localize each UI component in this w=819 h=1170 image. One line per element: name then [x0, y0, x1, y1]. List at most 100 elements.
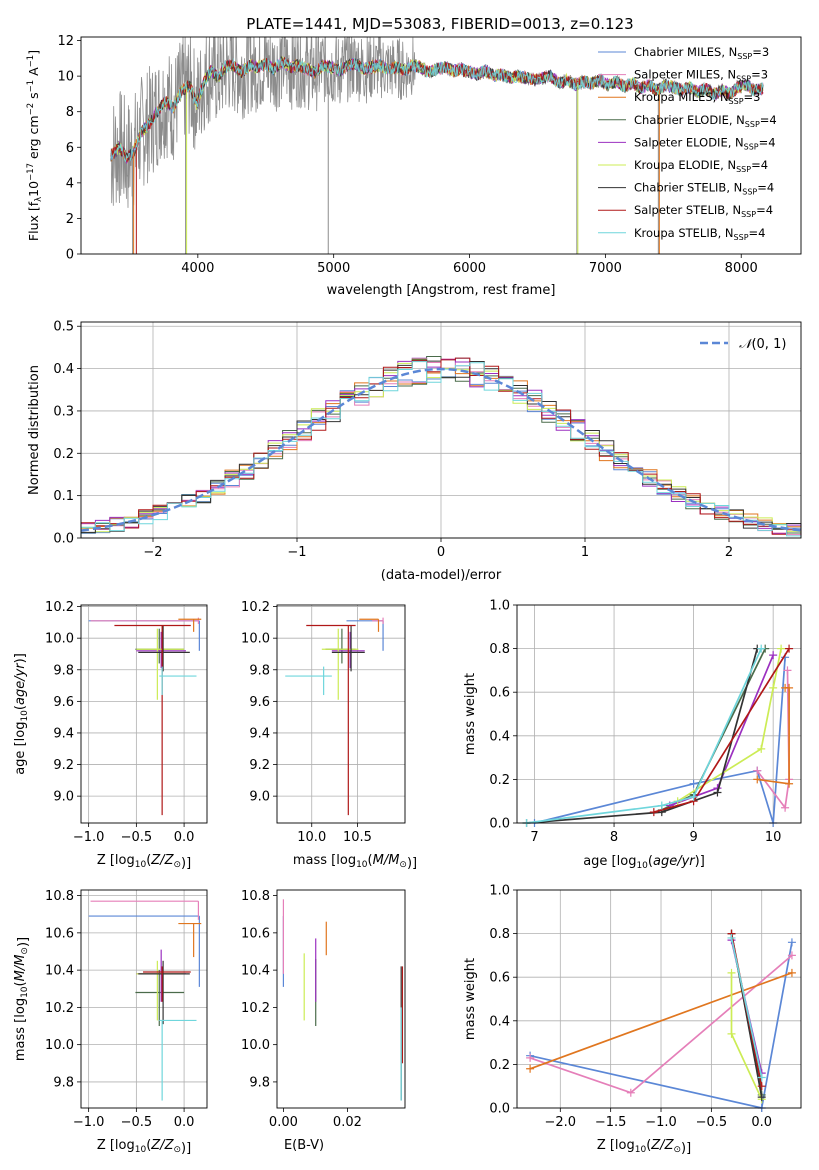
- y-tick-label: 9.0: [249, 790, 270, 805]
- weight-marker-salpeter_stelib: [757, 1082, 766, 1091]
- y-tick-label: 2: [66, 212, 74, 227]
- y-tick-label: 0.1: [53, 489, 74, 504]
- weight-line-kroupa_stelib: [526, 648, 762, 824]
- x-tick-label: 0.02: [333, 1115, 362, 1130]
- legend-label-chabrier_stelib: Chabrier STELIB, NSSP=4: [634, 181, 774, 197]
- y-tick-label: 0.0: [53, 532, 74, 547]
- y-tick-label: 9.8: [249, 663, 270, 678]
- y-tick-label: 6: [66, 141, 74, 156]
- x-tick-label: 0.00: [269, 1115, 298, 1130]
- y-tick-label: 9.8: [249, 1075, 270, 1090]
- x-tick-label: −1.0: [645, 1115, 677, 1130]
- y-tick-label: 0.0: [489, 817, 510, 832]
- weight-marker-salpeter_stelib: [785, 644, 794, 653]
- legend-label-chabrier_elodie: Chabrier ELODIE, NSSP=4: [634, 113, 777, 129]
- x-tick-label: 0: [437, 545, 445, 560]
- y-tick-label: 10.8: [241, 889, 270, 904]
- x-tick-label: 8: [610, 830, 618, 845]
- y-axis-label: Flux [fλ10−17 erg cm−2 s−1 A−1]: [26, 50, 44, 241]
- axes-frame: [80, 889, 208, 1109]
- y-tick-label: 10.8: [45, 889, 74, 904]
- weight-marker-kroupa_elodie: [727, 1029, 736, 1038]
- model-spectrum-salpeter_stelib: [110, 57, 764, 163]
- y-tick-label: 1.0: [489, 884, 510, 899]
- weight-marker-chabrier_miles: [689, 779, 698, 788]
- errorbar-points: [285, 617, 384, 816]
- weight-lines: [522, 644, 794, 827]
- weight-marker-kroupa_miles: [787, 968, 796, 977]
- y-tick-label: 9.6: [53, 695, 74, 710]
- y-tick-label: 8: [66, 105, 74, 120]
- weight-marker-salpeter_elodie: [769, 651, 778, 660]
- x-tick-label: −2: [143, 545, 162, 560]
- y-tick-label: 10.0: [241, 632, 270, 647]
- weight-line-kroupa_elodie: [730, 972, 763, 1100]
- legend-label-kroupa_miles: Kroupa MILES, NSSP=3: [634, 90, 760, 106]
- weight-marker-chabrier_miles: [787, 938, 796, 947]
- y-tick-label: 9.4: [53, 726, 74, 741]
- weight-marker-chabrier_stelib: [713, 788, 722, 797]
- x-tick-label: 4000: [181, 261, 214, 276]
- x-tick-label: −0.5: [121, 1115, 153, 1130]
- y-tick-label: 10.0: [45, 632, 74, 647]
- y-tick-label: 9.8: [53, 663, 74, 678]
- weight-vs-metallicity-panel: −2.0 −1.5 −1.0 −0.5 0.0 0.0 0.2 0.4 0.6 0.8 1.0 mas…: [463, 884, 802, 1156]
- x-axis-label: Z [log10(Z/Z⊙)]: [597, 1138, 691, 1156]
- y-tick-label: 10.6: [45, 926, 74, 941]
- y-tick-label: 0.8: [489, 642, 510, 657]
- y-tick-label: 0.3: [53, 404, 74, 419]
- y-tick-label: 10.4: [241, 964, 270, 979]
- y-tick-label: 0.6: [489, 686, 510, 701]
- x-tick-label: 10: [765, 830, 782, 845]
- x-tick-label: −1.5: [595, 1115, 627, 1130]
- y-tick-label: 10: [57, 70, 74, 85]
- weight-marker-salpeter_miles: [526, 1053, 535, 1062]
- y-tick-label: 10.2: [45, 1001, 74, 1016]
- weight-line-kroupa_stelib: [730, 937, 763, 1078]
- weight-marker-kroupa_stelib: [757, 1073, 766, 1082]
- y-tick-label: 10.0: [241, 1038, 270, 1053]
- x-tick-label: 1: [581, 545, 589, 560]
- spectrum-panel: 4000 5000 6000 7000 8000 0 2 4 6 8 10 12 Chabrier MI…: [26, 34, 802, 298]
- legend-label-salpeter_elodie: Salpeter ELODIE, NSSP=4: [634, 135, 776, 151]
- x-axis-label: age [log10(age/yr)]: [583, 854, 705, 871]
- weight-marker-kroupa_elodie: [777, 644, 786, 653]
- x-tick-label: 5000: [317, 261, 350, 276]
- y-tick-label: 1.0: [489, 599, 510, 614]
- axes-frame: [276, 604, 406, 824]
- errorbar-points: [88, 900, 202, 1101]
- y-tick-label: 9.0: [53, 790, 74, 805]
- x-tick-label: 10.0: [297, 830, 326, 845]
- weight-vs-age-panel: 7 8 9 10 0.0 0.2 0.4 0.6 0.8 1.0 mass weight age [l…: [463, 599, 802, 871]
- y-tick-label: 10.2: [45, 600, 74, 615]
- y-tick-label: 9.2: [53, 758, 74, 773]
- weight-marker-salpeter_miles: [783, 666, 792, 675]
- weight-marker-kroupa_miles: [753, 775, 762, 784]
- x-tick-label: 0.0: [174, 1115, 195, 1130]
- x-tick-label: −1: [287, 545, 306, 560]
- x-tick-label: 0.0: [751, 1115, 772, 1130]
- legend-label-normal: 𝒩(0, 1): [739, 337, 786, 352]
- weight-marker-kroupa_elodie: [769, 683, 778, 692]
- axes-frame: [516, 604, 802, 824]
- y-axis-label: Normed distribution: [27, 365, 42, 495]
- x-axis-label: mass [log10(M/M⊙)]: [293, 853, 417, 871]
- y-tick-label: 10.2: [241, 1001, 270, 1016]
- histogram-salpeter_stelib: [80, 357, 802, 538]
- legend-label-chabrier_miles: Chabrier MILES, NSSP=3: [634, 45, 769, 61]
- y-tick-label: 9.2: [249, 758, 270, 773]
- histogram-kroupa_stelib: [80, 361, 802, 538]
- errorbar-points: [88, 617, 202, 816]
- x-tick-label: −1.0: [73, 830, 105, 845]
- x-tick-label: 7000: [589, 261, 622, 276]
- y-tick-label: 0.2: [53, 447, 74, 462]
- y-axis-label: mass weight: [463, 673, 478, 755]
- legend-label-salpeter_miles: Salpeter MILES, NSSP=3: [634, 68, 768, 84]
- weight-line-kroupa_miles: [529, 972, 793, 1070]
- y-tick-label: 0.5: [53, 320, 74, 335]
- y-tick-label: 0.2: [489, 773, 510, 788]
- x-tick-label: 7: [530, 830, 538, 845]
- weight-marker-kroupa_miles: [785, 779, 794, 788]
- weight-marker-chabrier_stelib: [757, 1093, 766, 1102]
